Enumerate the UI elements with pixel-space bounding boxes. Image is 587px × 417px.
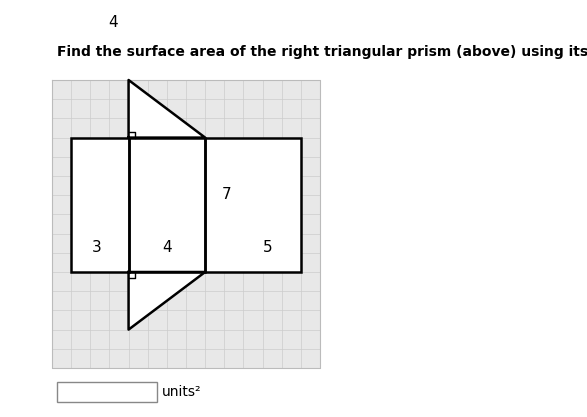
Bar <box>71 138 129 272</box>
Text: 4: 4 <box>108 15 118 30</box>
Text: 3: 3 <box>92 240 102 255</box>
Text: 5: 5 <box>262 240 272 255</box>
Bar <box>205 138 301 272</box>
Bar <box>129 138 205 272</box>
Polygon shape <box>129 80 205 138</box>
Text: Find the surface area of the right triangular prism (above) using its net (below: Find the surface area of the right trian… <box>57 45 587 59</box>
Polygon shape <box>129 272 205 329</box>
Bar <box>71 138 129 272</box>
Bar <box>205 138 301 272</box>
Text: units²: units² <box>162 385 201 399</box>
Text: 4: 4 <box>162 240 171 255</box>
Bar <box>52 80 320 368</box>
Bar <box>129 138 205 272</box>
Text: 7: 7 <box>221 186 231 201</box>
Bar <box>57 382 157 402</box>
